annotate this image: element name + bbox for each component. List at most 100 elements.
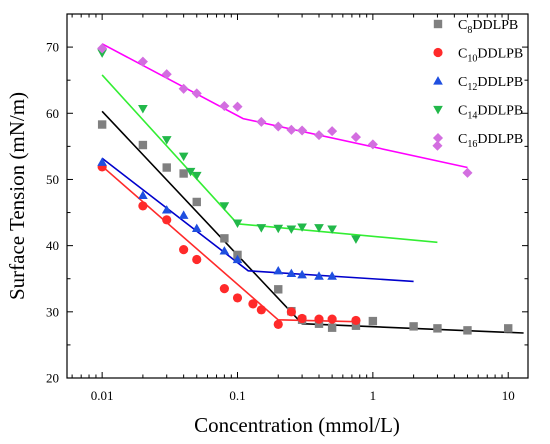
data-point-C12DDLPB — [327, 271, 337, 280]
y-tick-label: 70 — [46, 40, 59, 55]
data-point-C8DDLPB — [138, 140, 148, 150]
axis-ticks — [67, 13, 528, 379]
data-point-C14DDLPB — [351, 235, 361, 244]
data-point-C8DDLPB — [220, 234, 229, 243]
y-axis-title: Surface Tension (mN/m) — [5, 92, 29, 300]
data-point-C10DDLPB — [327, 314, 337, 324]
data-point-C8DDLPB — [463, 326, 472, 335]
legend-label: C8DDLPB — [458, 18, 518, 36]
legend-label: C12DDLPB — [458, 75, 523, 93]
data-point-C8DDLPB — [274, 285, 283, 294]
data-point-C8DDLPB — [179, 169, 188, 178]
data-points — [97, 43, 513, 335]
data-point-C14DDLPB — [273, 224, 284, 234]
data-point-C16DDLPB — [273, 121, 284, 132]
data-point-C16DDLPB — [350, 132, 361, 143]
y-tick-label: 20 — [46, 371, 59, 386]
data-point-C16DDLPB — [367, 139, 378, 150]
data-point-C10DDLPB — [219, 284, 229, 294]
data-point-C16DDLPB — [327, 126, 338, 137]
y-tick-label: 60 — [46, 106, 59, 121]
data-point-C16DDLPB — [178, 83, 189, 94]
data-point-C12DDLPB — [232, 254, 243, 264]
data-point-C10DDLPB — [297, 313, 307, 324]
data-point-C8DDLPB — [314, 319, 324, 328]
data-point-C16DDLPB — [232, 101, 243, 112]
data-point-C8DDLPB — [409, 322, 418, 331]
data-point-C8DDLPB — [504, 324, 513, 333]
data-point-C16DDLPB — [161, 69, 172, 80]
data-point-C14DDLPB — [286, 225, 297, 234]
data-point-C14DDLPB — [232, 219, 243, 228]
data-point-C16DDLPB — [432, 140, 443, 151]
data-point-C12DDLPB — [314, 271, 324, 280]
data-point-C10DDLPB — [351, 315, 361, 326]
data-point-C10DDLPB — [232, 293, 243, 303]
legend-marker-C8DDLPB — [433, 19, 443, 29]
y-tick-label: 50 — [46, 172, 59, 187]
legend-marker-C12DDLPB — [433, 76, 443, 85]
x-tick-label: 1 — [370, 388, 377, 403]
legend-marker-C10DDLPB — [433, 47, 443, 58]
data-point-C16DDLPB — [313, 130, 325, 141]
data-point-C14DDLPB — [161, 136, 172, 145]
data-point-C16DDLPB — [462, 167, 473, 178]
data-point-C12DDLPB — [273, 265, 284, 275]
data-point-C8DDLPB — [327, 323, 337, 332]
data-point-C12DDLPB — [138, 190, 148, 199]
data-point-C14DDLPB — [297, 223, 307, 232]
fit-line-C14DDLPB — [101, 74, 438, 244]
data-point-C8DDLPB — [162, 163, 171, 172]
data-point-C12DDLPB — [178, 210, 189, 219]
data-point-C14DDLPB — [97, 49, 107, 58]
data-point-C8DDLPB — [351, 321, 361, 330]
data-point-C16DDLPB — [286, 124, 297, 135]
data-point-C10DDLPB — [256, 305, 266, 315]
legend-marker-C14DDLPB — [433, 105, 443, 115]
x-tick-label: 0.1 — [229, 388, 245, 403]
y-tick-label: 30 — [46, 304, 59, 319]
data-point-C8DDLPB — [97, 120, 107, 129]
data-point-C8DDLPB — [368, 316, 378, 326]
x-tick-label: 0.01 — [91, 388, 114, 403]
data-point-C16DDLPB — [97, 43, 108, 54]
data-point-C14DDLPB — [178, 152, 189, 162]
data-point-C10DDLPB — [192, 254, 202, 265]
data-point-C16DDLPB — [256, 116, 267, 127]
legend-label: C16DDLPB — [458, 132, 523, 150]
legend-marker-C16DDLPB — [432, 132, 444, 144]
data-point-C8DDLPB — [433, 324, 442, 333]
data-point-C16DDLPB — [137, 56, 148, 67]
data-point-C16DDLPB — [191, 88, 202, 99]
data-point-C16DDLPB — [219, 100, 230, 112]
data-point-C12DDLPB — [297, 269, 307, 279]
data-point-C12DDLPB — [97, 157, 107, 166]
data-point-C10DDLPB — [286, 307, 296, 317]
data-point-C16DDLPB — [297, 125, 308, 136]
data-point-C14DDLPB — [138, 105, 148, 114]
data-point-C12DDLPB — [286, 268, 297, 278]
data-point-C14DDLPB — [256, 224, 267, 233]
data-point-C12DDLPB — [191, 223, 202, 233]
legend-label: C10DDLPB — [458, 47, 523, 65]
x-tick-label: 10 — [502, 388, 515, 403]
data-point-C14DDLPB — [185, 167, 196, 177]
tick-labels: 0.01 0.1 1 10 20 30 40 50 60 70 — [46, 40, 515, 403]
data-point-C14DDLPB — [191, 171, 202, 181]
data-point-C14DDLPB — [327, 225, 337, 234]
data-point-C10DDLPB — [138, 201, 148, 211]
fit-line-C10DDLPB — [101, 165, 357, 323]
fit-line-C16DDLPB — [101, 43, 468, 169]
data-point-C14DDLPB — [219, 202, 230, 211]
data-point-C10DDLPB — [273, 319, 283, 329]
legend-label: C14DDLPB — [458, 104, 523, 122]
data-point-C8DDLPB — [192, 197, 201, 207]
data-point-C12DDLPB — [161, 205, 172, 214]
fit-line-C12DDLPB — [101, 157, 414, 283]
plot-frame — [66, 13, 529, 379]
legend: C8DDLPB C10DDLPB C12DDLPB C14DDLPB C16DDLPB — [432, 18, 523, 150]
data-point-C12DDLPB — [219, 246, 230, 255]
data-point-C14DDLPB — [314, 224, 324, 233]
data-point-C10DDLPB — [179, 245, 189, 255]
